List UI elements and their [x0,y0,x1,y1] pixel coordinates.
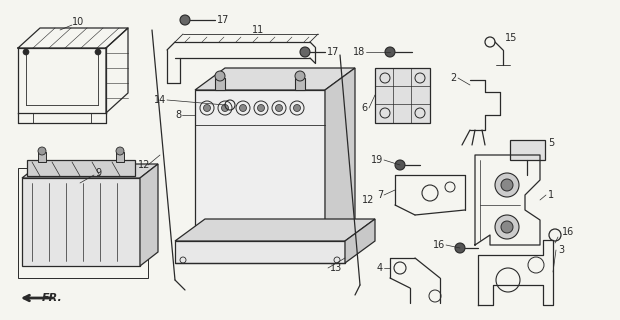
Circle shape [116,147,124,155]
Text: 6: 6 [362,103,368,113]
Text: 14: 14 [154,95,166,105]
Bar [195,90,325,245]
Text: 16: 16 [433,240,445,250]
Circle shape [295,71,305,81]
Text: 8: 8 [175,110,181,120]
Circle shape [95,49,101,55]
Polygon shape [345,219,375,263]
Circle shape [38,147,46,155]
Text: 16: 16 [562,227,574,237]
Polygon shape [22,164,158,178]
Circle shape [455,243,465,253]
Text: 2: 2 [451,73,457,83]
Circle shape [203,105,211,111]
Polygon shape [325,68,355,245]
Circle shape [293,105,301,111]
Text: 1: 1 [548,190,554,200]
Text: 12: 12 [362,195,374,205]
Polygon shape [195,68,355,90]
Circle shape [239,105,247,111]
Circle shape [180,15,190,25]
Bar [175,241,345,263]
Text: FR.: FR. [42,293,63,303]
Text: 17: 17 [217,15,229,25]
Circle shape [300,47,310,57]
Bar [22,178,140,266]
Circle shape [495,173,519,197]
Polygon shape [140,164,158,266]
Text: 18: 18 [353,47,365,57]
Bar [38,152,46,162]
Circle shape [23,49,29,55]
Bar [295,78,305,90]
Bar [510,140,545,160]
Bar [375,68,430,123]
Text: 3: 3 [558,245,564,255]
Text: 11: 11 [252,25,264,35]
Circle shape [501,179,513,191]
Text: 4: 4 [377,263,383,273]
Circle shape [395,160,405,170]
Circle shape [275,105,283,111]
Circle shape [215,71,225,81]
Bar [18,168,148,278]
Bar [116,152,124,162]
Text: 7: 7 [377,190,383,200]
Text: 19: 19 [371,155,383,165]
Circle shape [501,221,513,233]
Text: 13: 13 [330,263,342,273]
Bar [27,160,135,176]
Text: 5: 5 [548,138,554,148]
Text: 17: 17 [327,47,339,57]
Polygon shape [175,219,375,241]
Text: 12: 12 [138,160,151,170]
Text: 10: 10 [72,17,84,27]
Text: 15: 15 [505,33,517,43]
Circle shape [221,105,229,111]
Circle shape [257,105,265,111]
Bar [215,78,225,90]
Text: 9: 9 [95,168,101,178]
Circle shape [385,47,395,57]
Circle shape [495,215,519,239]
